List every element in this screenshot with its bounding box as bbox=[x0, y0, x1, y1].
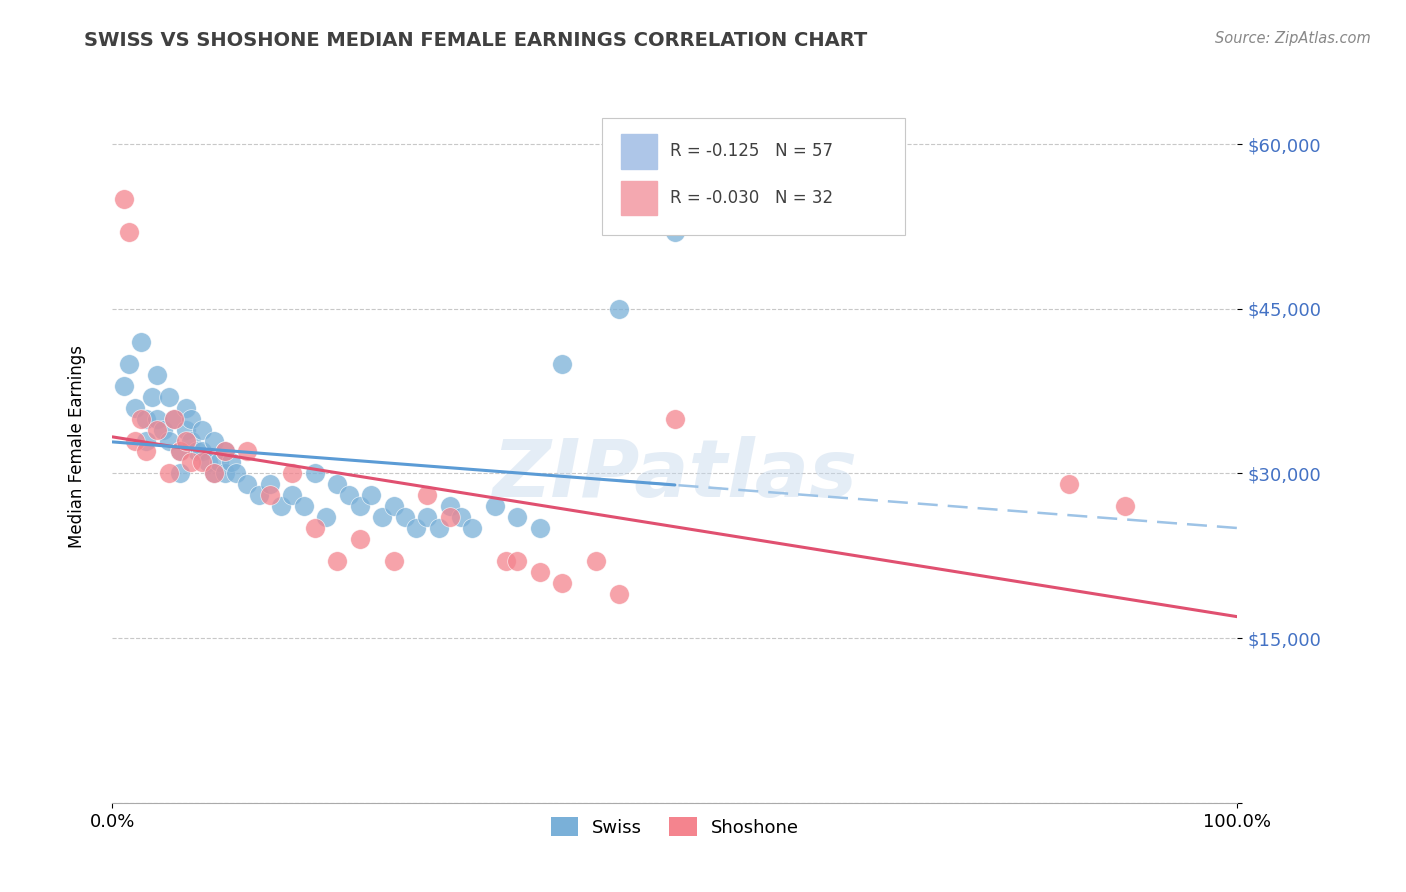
Point bbox=[191, 423, 214, 437]
Point bbox=[315, 510, 337, 524]
Point bbox=[174, 401, 197, 415]
Point bbox=[281, 467, 304, 481]
Text: R = -0.030   N = 32: R = -0.030 N = 32 bbox=[671, 189, 834, 207]
Point bbox=[259, 477, 281, 491]
Point bbox=[270, 500, 292, 514]
Point bbox=[1114, 500, 1136, 514]
Point bbox=[225, 467, 247, 481]
Point bbox=[450, 510, 472, 524]
Point bbox=[174, 423, 197, 437]
Point bbox=[326, 554, 349, 568]
FancyBboxPatch shape bbox=[602, 118, 905, 235]
Point bbox=[214, 444, 236, 458]
Point bbox=[405, 521, 427, 535]
Point bbox=[214, 467, 236, 481]
Point bbox=[304, 467, 326, 481]
Point bbox=[382, 554, 405, 568]
Point bbox=[461, 521, 484, 535]
Point bbox=[163, 411, 186, 425]
Point bbox=[169, 467, 191, 481]
Point bbox=[506, 510, 529, 524]
Point bbox=[506, 554, 529, 568]
Legend: Swiss, Shoshone: Swiss, Shoshone bbox=[544, 810, 806, 844]
Text: SWISS VS SHOSHONE MEDIAN FEMALE EARNINGS CORRELATION CHART: SWISS VS SHOSHONE MEDIAN FEMALE EARNINGS… bbox=[84, 31, 868, 50]
Point bbox=[118, 357, 141, 371]
Point bbox=[551, 357, 574, 371]
Point bbox=[174, 434, 197, 448]
Point bbox=[371, 510, 394, 524]
Point bbox=[326, 477, 349, 491]
Point bbox=[191, 444, 214, 458]
Point bbox=[129, 334, 152, 349]
Point bbox=[186, 444, 208, 458]
Point bbox=[236, 477, 259, 491]
Point bbox=[360, 488, 382, 502]
Text: Median Female Earnings: Median Female Earnings bbox=[69, 344, 86, 548]
Point bbox=[304, 521, 326, 535]
Point bbox=[180, 411, 202, 425]
Point bbox=[197, 455, 219, 469]
Point bbox=[152, 423, 174, 437]
Point bbox=[135, 434, 157, 448]
Point bbox=[551, 576, 574, 591]
Point bbox=[427, 521, 450, 535]
Point bbox=[236, 444, 259, 458]
Point bbox=[202, 434, 225, 448]
Point bbox=[585, 554, 607, 568]
Point bbox=[169, 444, 191, 458]
Point bbox=[202, 467, 225, 481]
Point bbox=[349, 533, 371, 547]
Point bbox=[214, 444, 236, 458]
Point bbox=[219, 455, 242, 469]
Point bbox=[124, 401, 146, 415]
Point bbox=[495, 554, 517, 568]
Point bbox=[129, 411, 152, 425]
Point bbox=[118, 225, 141, 239]
Point bbox=[247, 488, 270, 502]
Point bbox=[135, 411, 157, 425]
Point bbox=[169, 444, 191, 458]
Point bbox=[157, 390, 180, 404]
Point bbox=[607, 587, 630, 601]
Point bbox=[416, 488, 439, 502]
Point bbox=[484, 500, 506, 514]
Point bbox=[157, 434, 180, 448]
Point bbox=[337, 488, 360, 502]
Bar bbox=[621, 181, 657, 215]
Point bbox=[163, 411, 186, 425]
Bar bbox=[621, 135, 657, 169]
Point bbox=[146, 423, 169, 437]
Point bbox=[416, 510, 439, 524]
Point bbox=[349, 500, 371, 514]
Point bbox=[124, 434, 146, 448]
Text: ZIPatlas: ZIPatlas bbox=[492, 435, 858, 514]
Point bbox=[292, 500, 315, 514]
Point bbox=[394, 510, 416, 524]
Point bbox=[382, 500, 405, 514]
Point bbox=[180, 434, 202, 448]
Point bbox=[146, 411, 169, 425]
Point bbox=[439, 500, 461, 514]
Point bbox=[664, 225, 686, 239]
Point bbox=[180, 455, 202, 469]
Point bbox=[202, 467, 225, 481]
Text: Source: ZipAtlas.com: Source: ZipAtlas.com bbox=[1215, 31, 1371, 46]
Point bbox=[1057, 477, 1080, 491]
Point bbox=[439, 510, 461, 524]
Point bbox=[529, 521, 551, 535]
Point bbox=[157, 467, 180, 481]
Point bbox=[141, 390, 163, 404]
Text: R = -0.125   N = 57: R = -0.125 N = 57 bbox=[671, 143, 834, 161]
Point bbox=[281, 488, 304, 502]
Point bbox=[146, 368, 169, 382]
Point bbox=[112, 192, 135, 206]
Point bbox=[112, 378, 135, 392]
Point bbox=[208, 455, 231, 469]
Point bbox=[191, 455, 214, 469]
Point bbox=[529, 566, 551, 580]
Point bbox=[607, 301, 630, 316]
Point bbox=[259, 488, 281, 502]
Point bbox=[135, 444, 157, 458]
Point bbox=[664, 411, 686, 425]
